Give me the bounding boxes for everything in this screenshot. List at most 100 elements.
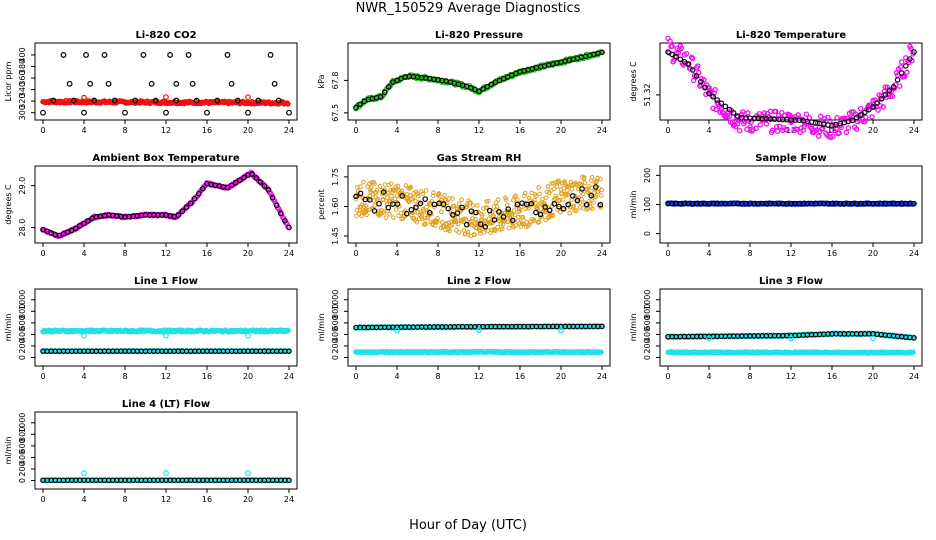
data-point [598, 349, 604, 355]
data-point [673, 54, 680, 60]
data-point [175, 212, 182, 218]
data-point [408, 206, 415, 213]
data-point [834, 114, 840, 121]
chart-panel-6: Sample Flow ml/min 0 4 8 12 16 20 24 0 100 200 [629, 153, 923, 258]
series-standards-mid [50, 97, 282, 104]
data-point [894, 77, 901, 83]
data-point [836, 130, 842, 136]
data-point [552, 186, 557, 192]
data-point [566, 185, 571, 190]
data-point [277, 210, 284, 217]
x-tick-label: 20 [243, 495, 253, 504]
data-point [737, 127, 743, 134]
y-tick-label: 400 [18, 327, 27, 342]
data-point [450, 212, 456, 218]
data-point [697, 78, 704, 85]
data-point [554, 195, 559, 201]
data-point [286, 109, 292, 116]
data-point [389, 198, 395, 204]
data-point [403, 183, 409, 188]
x-tick-label: 12 [786, 249, 796, 258]
data-point [353, 196, 359, 202]
data-point [237, 177, 243, 183]
y-tick-label: 320 [18, 93, 27, 108]
x-tick-label: 16 [515, 372, 525, 381]
x-tick-label: 20 [243, 372, 253, 381]
data-point [870, 104, 876, 110]
data-point [163, 94, 169, 100]
data-point [286, 224, 292, 231]
series-hourly [353, 184, 604, 230]
data-point [784, 127, 790, 133]
data-point [515, 197, 520, 203]
x-tick-label: 12 [786, 126, 796, 135]
data-point [592, 179, 597, 185]
data-point [911, 49, 917, 55]
data-point [285, 223, 291, 230]
data-point [439, 219, 445, 225]
data-point [513, 223, 519, 228]
data-point [101, 52, 108, 58]
x-tick-label: 8 [122, 249, 127, 258]
data-point [163, 470, 169, 476]
data-point [503, 197, 509, 202]
data-point [81, 332, 87, 339]
series-raw-high [40, 327, 291, 335]
x-tick-label: 0 [665, 249, 670, 258]
data-point [477, 228, 483, 234]
x-tick-label: 12 [161, 249, 171, 258]
x-tick-label: 4 [706, 126, 711, 135]
data-point [361, 179, 366, 185]
y-axis-label: Licor ppm [4, 61, 13, 101]
x-tick-label: 20 [243, 126, 253, 135]
x-tick-label: 16 [515, 249, 525, 258]
data-point [422, 196, 428, 202]
data-point [167, 52, 174, 58]
data-point [367, 187, 373, 193]
data-point [599, 49, 605, 56]
x-tick-label: 16 [827, 372, 837, 381]
x-tick-label: 24 [284, 372, 294, 381]
data-point [408, 184, 414, 190]
series-outliers [81, 94, 251, 101]
data-point [595, 175, 600, 181]
y-axis-label: percent [317, 189, 326, 220]
data-point [60, 52, 67, 58]
data-point [382, 182, 388, 187]
data-point [531, 217, 537, 223]
data-point [451, 203, 457, 209]
data-point [484, 205, 490, 211]
data-point [468, 200, 473, 206]
data-point [459, 204, 465, 211]
chart-panel-10: Line 4 (LT) Flow ml/min 0 4 8 12 16 20 24 0 200400… [4, 399, 298, 504]
data-point [874, 100, 880, 106]
y-tick-label: 0 [18, 478, 27, 483]
x-tick-label: 12 [474, 126, 484, 135]
data-point [394, 193, 400, 198]
y-tick-label: 400 [18, 47, 27, 62]
data-point [769, 127, 776, 134]
data-point [498, 221, 504, 227]
data-point [745, 110, 751, 116]
y-tick-label: 28.0 [18, 219, 27, 237]
data-point [502, 218, 508, 224]
data-point [68, 227, 75, 234]
data-point [390, 187, 396, 193]
data-point [470, 203, 476, 208]
x-tick-label: 0 [665, 372, 670, 381]
data-point [407, 199, 412, 204]
data-point [692, 74, 699, 80]
data-point [574, 208, 579, 213]
x-tick-label: 24 [284, 126, 294, 135]
y-axis-label: degrees C [4, 184, 13, 225]
x-tick-label: 16 [515, 126, 525, 135]
x-tick-label: 8 [122, 495, 127, 504]
series-raw-low [353, 348, 604, 356]
data-point [440, 201, 447, 208]
y-axis-label: ml/min [4, 437, 13, 465]
data-point [857, 105, 864, 112]
data-point [689, 55, 696, 62]
y-tick-label: 600 [18, 438, 27, 453]
data-point [85, 218, 91, 224]
